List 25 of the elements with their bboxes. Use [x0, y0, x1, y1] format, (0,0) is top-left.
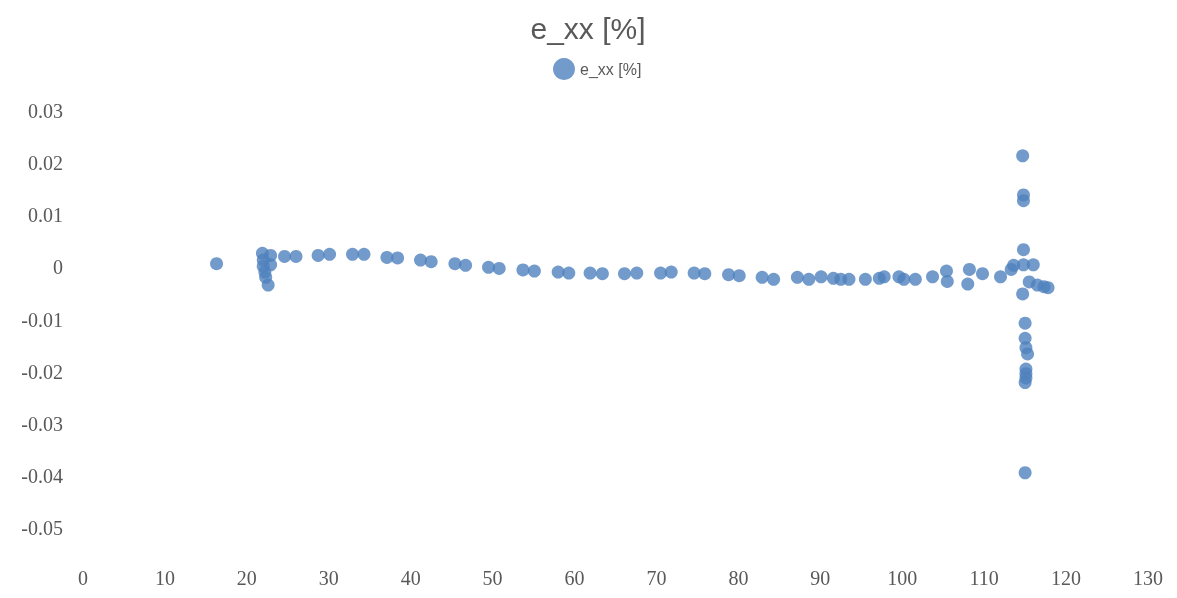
x-tick-label: 30: [318, 567, 339, 589]
x-tick-label: 90: [810, 567, 831, 589]
x-tick-label: 120: [1051, 567, 1082, 589]
x-tick-label: 50: [482, 567, 503, 589]
x-tick-label: 70: [646, 567, 667, 589]
x-tick-label: 40: [400, 567, 421, 589]
y-tick-label: -0.05: [21, 517, 63, 539]
x-tick-label: 60: [564, 567, 585, 589]
x-tick-label: 0: [78, 567, 88, 589]
x-tick-label: 10: [154, 567, 175, 589]
y-tick-label: 0.01: [28, 204, 63, 227]
legend-label: e_xx [%]: [580, 60, 642, 79]
y-tick-label: 0: [53, 256, 63, 279]
chart-title: e_xx [%]: [530, 11, 646, 45]
y-tick-label: 0.02: [28, 152, 63, 175]
x-tick-label: 110: [969, 567, 999, 589]
y-tick-label: -0.03: [21, 412, 63, 435]
x-tick-label: 100: [887, 567, 918, 589]
y-tick-label: -0.02: [21, 360, 63, 383]
x-tick-label: 130: [1133, 567, 1163, 589]
y-tick-label: -0.04: [21, 464, 63, 487]
y-tick-label: -0.01: [21, 308, 63, 331]
x-tick-label: 20: [236, 567, 257, 589]
x-tick-label: 80: [728, 567, 749, 589]
y-tick-label: 0.03: [28, 100, 63, 122]
